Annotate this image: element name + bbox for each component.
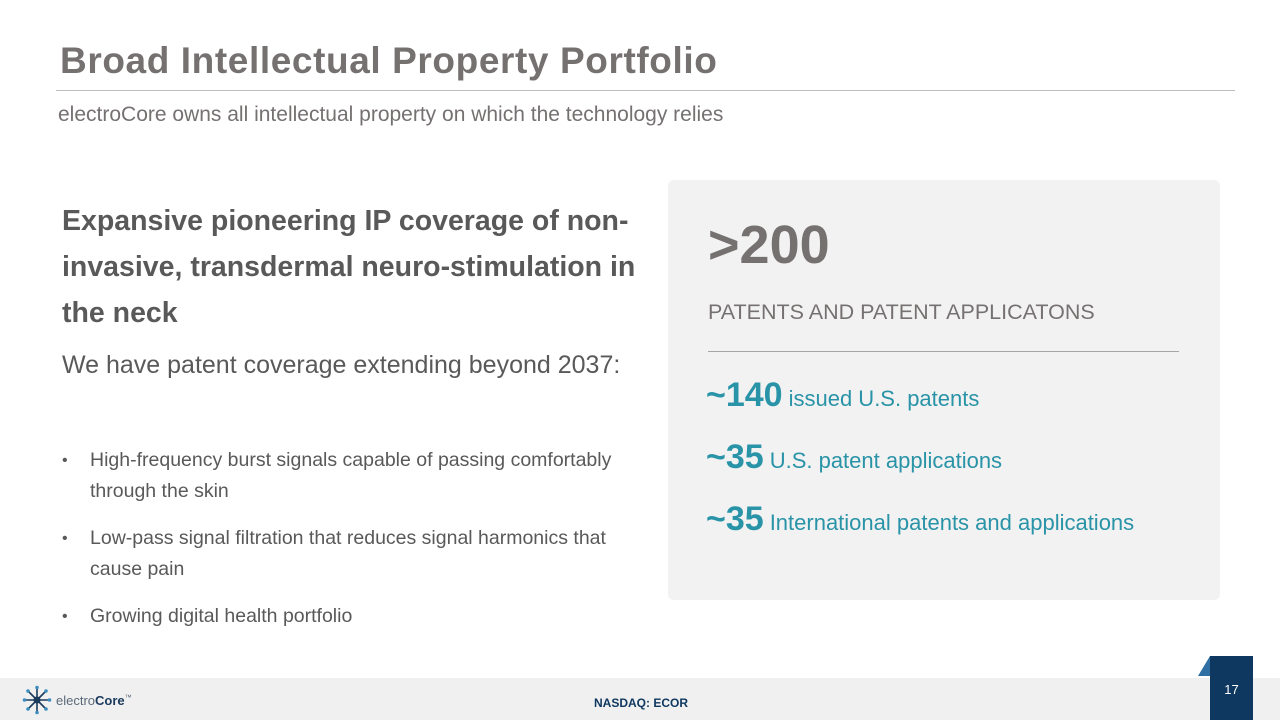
bullet-text: High-frequency burst signals capable of … [90, 449, 612, 502]
bullet-text: Growing digital health portfolio [90, 605, 353, 627]
stat-number: ~35 [706, 438, 764, 476]
trademark-mark: ™ [124, 694, 132, 702]
bullet-item: • Low-pass signal filtration that reduce… [62, 523, 622, 585]
stat-number: ~140 [706, 376, 783, 414]
logo-text-light: electro [56, 692, 96, 708]
logo-text-bold: Core [95, 692, 125, 708]
slide-subtitle: electroCore owns all intellectual proper… [58, 103, 724, 126]
bullet-icon: • [62, 530, 68, 547]
bullet-icon: • [62, 452, 68, 469]
patent-total-caption: PATENTS AND PATENT APPLICATONS [708, 300, 1095, 324]
stat-international-patents: ~35 International patents and application… [706, 500, 1134, 539]
title-divider [56, 90, 1235, 91]
stat-issued-us-patents: ~140 issued U.S. patents [706, 376, 979, 415]
bullet-item: • Growing digital health portfolio [62, 601, 622, 632]
patent-stats-panel: >200 PATENTS AND PATENT APPLICATONS ~140… [668, 180, 1220, 600]
bullet-text: Low-pass signal filtration that reduces … [90, 527, 606, 580]
slide-title: Broad Intellectual Property Portfolio [60, 40, 718, 81]
stat-number: ~35 [706, 500, 764, 538]
bullet-list: • High-frequency burst signals capable o… [62, 445, 622, 648]
bullet-icon: • [62, 608, 68, 625]
left-headline: Expansive pioneering IP coverage of non-… [62, 205, 636, 329]
page-number: 17 [1224, 682, 1239, 697]
nasdaq-ticker: NASDAQ: ECOR [594, 696, 689, 710]
panel-divider [708, 351, 1179, 352]
patent-total-number: >200 [708, 215, 830, 275]
electrocore-logo-mark-icon [22, 685, 52, 715]
stat-label: issued U.S. patents [788, 386, 980, 411]
electrocore-logo-text: electroCore™ [56, 693, 132, 708]
stat-label: International patents and applications [769, 510, 1135, 535]
page-number-accent [1198, 656, 1210, 676]
stat-label: U.S. patent applications [769, 448, 1003, 473]
footer-bar [0, 678, 1280, 720]
left-lead-text: We have patent coverage extending beyond… [62, 351, 621, 379]
page-number-box [1210, 656, 1253, 720]
bullet-item: • High-frequency burst signals capable o… [62, 445, 622, 507]
electrocore-logo: electroCore™ [22, 684, 132, 716]
stat-us-patent-applications: ~35 U.S. patent applications [706, 438, 1002, 477]
